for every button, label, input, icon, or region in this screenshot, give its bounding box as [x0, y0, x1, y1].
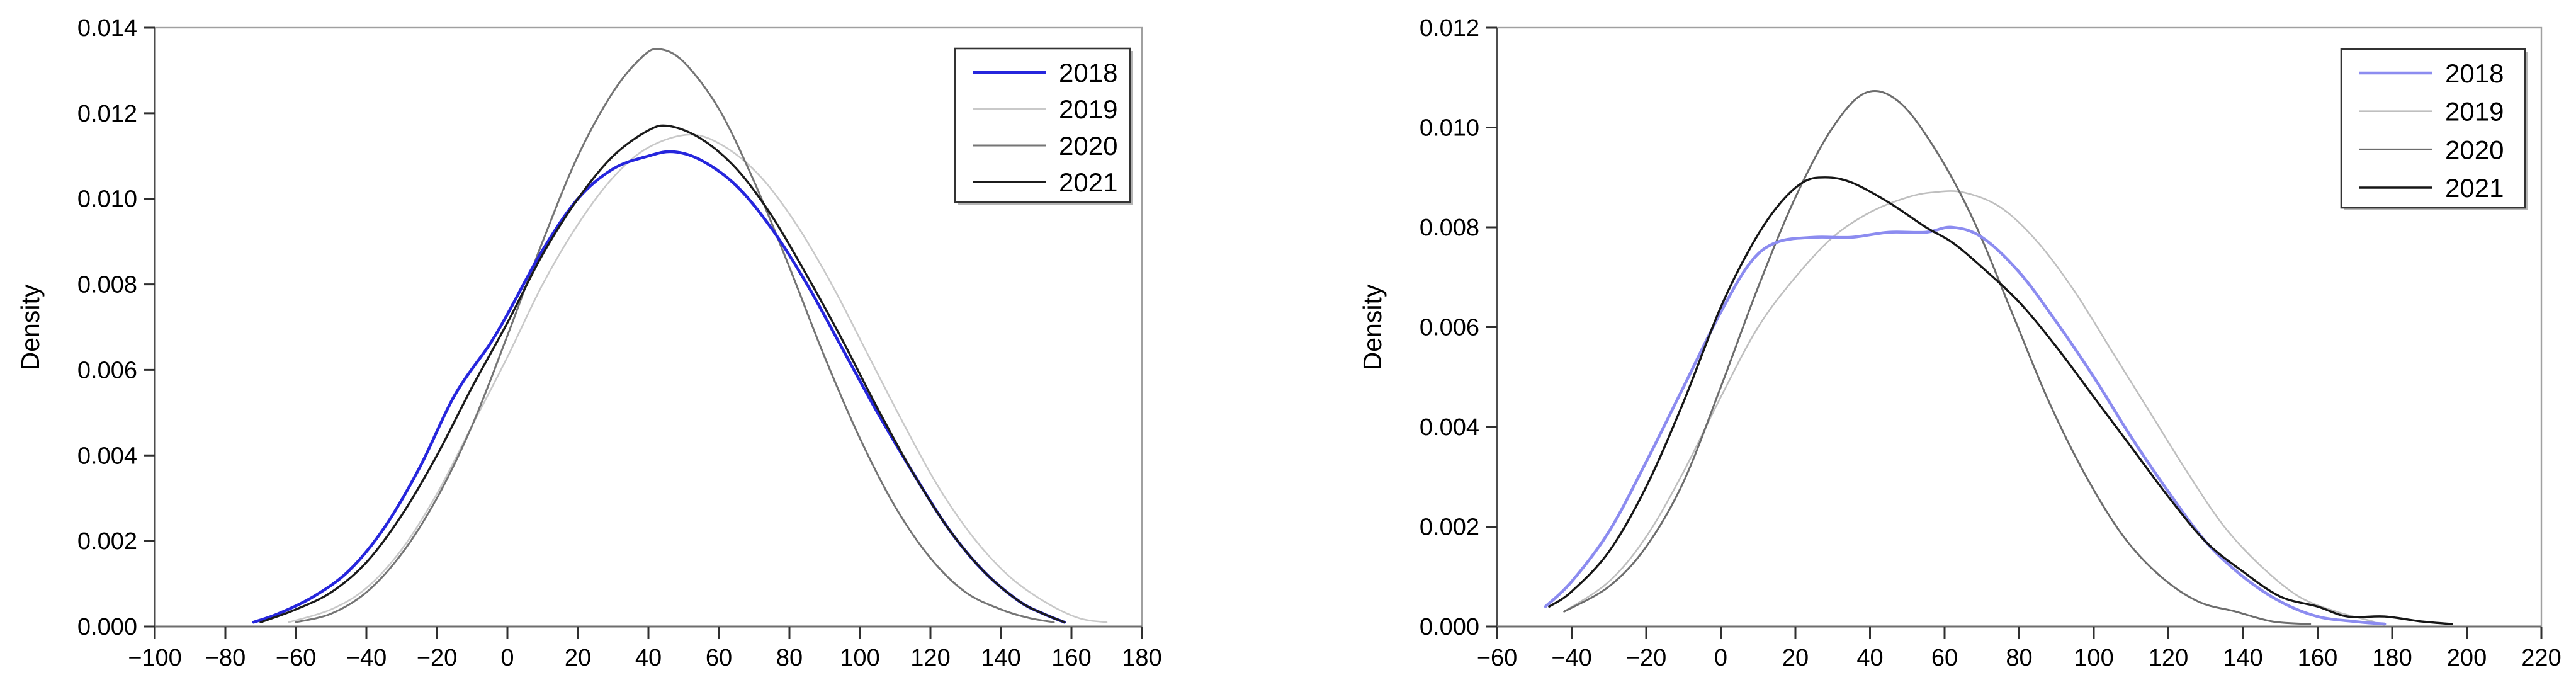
y-tick-label: 0.010: [1420, 115, 1479, 142]
x-tick-label: −100: [128, 645, 182, 671]
x-tick-label: 100: [840, 645, 879, 671]
y-tick-label: 0.012: [77, 101, 137, 127]
series-line-2018: [1544, 225, 2387, 626]
x-tick-label: 60: [706, 645, 732, 671]
x-tick-label: 0: [500, 645, 514, 671]
y-tick-label: 0.014: [77, 15, 137, 42]
x-tick-label: 220: [2521, 645, 2561, 671]
x-tick-label: −80: [205, 645, 246, 671]
legend-label-2019: 2019: [1059, 94, 1117, 124]
y-tick-label: 0.002: [77, 528, 137, 555]
x-tick-label: 20: [1782, 645, 1809, 671]
y-tick-label: 0.000: [1420, 614, 1479, 640]
legend-label-2018: 2018: [2445, 59, 2504, 88]
legend-box: [954, 47, 1131, 203]
legend-label-2020: 2020: [1059, 131, 1117, 161]
x-tick-label: −60: [1477, 645, 1517, 671]
y-tick-label: 0.006: [77, 357, 137, 383]
x-tick-label: 20: [565, 645, 591, 671]
y-tick-label: 0.004: [1420, 414, 1479, 441]
legend-box: [2340, 48, 2526, 209]
y-tick-label: 0.008: [77, 272, 137, 298]
x-tick-label: 160: [2298, 645, 2337, 671]
y-axis-title-right: Density: [1358, 284, 1387, 370]
x-tick-label: 160: [1051, 645, 1091, 671]
y-axis-title-left: Density: [16, 284, 45, 370]
x-tick-label: 120: [910, 645, 950, 671]
x-tick-label: 80: [2006, 645, 2032, 671]
x-tick-label: 80: [776, 645, 803, 671]
y-tick-label: 0.006: [1420, 315, 1479, 341]
density-chart-right: 0.000 0.002 0.004 0.006 0.008 0.010 0.012 −60 −4…: [1420, 15, 2562, 671]
y-tick-label: 0.010: [77, 186, 137, 213]
y-tick-label: 0.002: [1420, 514, 1479, 541]
x-tick-label: 120: [2149, 645, 2188, 671]
x-tick-label: −20: [1626, 645, 1666, 671]
density-chart-left: 0.000 0.002 0.004 0.006 0.008 0.010 0.012 0.014…: [77, 15, 1162, 671]
x-tick-label: −60: [276, 645, 316, 671]
y-tick-label: 0.000: [77, 614, 137, 640]
x-tick-label: 60: [1931, 645, 1958, 671]
x-tick-label: 0: [1714, 645, 1727, 671]
series-line-2021: [1548, 176, 2453, 625]
x-tick-label: 200: [2447, 645, 2487, 671]
series-line-2019: [288, 133, 1108, 623]
x-tick-label: 40: [635, 645, 662, 671]
series-line-2020: [295, 48, 1055, 623]
series-line-2021: [259, 124, 1066, 623]
y-tick-label: 0.008: [1420, 215, 1479, 241]
y-tick-label: 0.004: [77, 443, 137, 469]
x-tick-label: −20: [417, 645, 457, 671]
legend: 2018 2019 2020 2021: [954, 47, 1133, 205]
x-tick-label: 140: [981, 645, 1020, 671]
series-line-2020: [1563, 89, 2312, 625]
x-tick-label: 100: [2074, 645, 2113, 671]
x-tick-label: 180: [1122, 645, 1161, 671]
x-tick-label: −40: [346, 645, 387, 671]
legend-label-2021: 2021: [1059, 167, 1117, 197]
legend: 2018 2019 2020 2021: [2340, 48, 2528, 210]
legend-label-2020: 2020: [2445, 135, 2504, 164]
y-tick-label: 0.012: [1420, 15, 1479, 42]
legend-label-2019: 2019: [2445, 97, 2504, 127]
legend-label-2021: 2021: [2445, 173, 2504, 203]
x-tick-label: 140: [2223, 645, 2262, 671]
x-tick-label: 180: [2372, 645, 2412, 671]
legend-label-2018: 2018: [1059, 58, 1117, 88]
x-tick-label: 40: [1856, 645, 1883, 671]
x-tick-label: −40: [1551, 645, 1591, 671]
